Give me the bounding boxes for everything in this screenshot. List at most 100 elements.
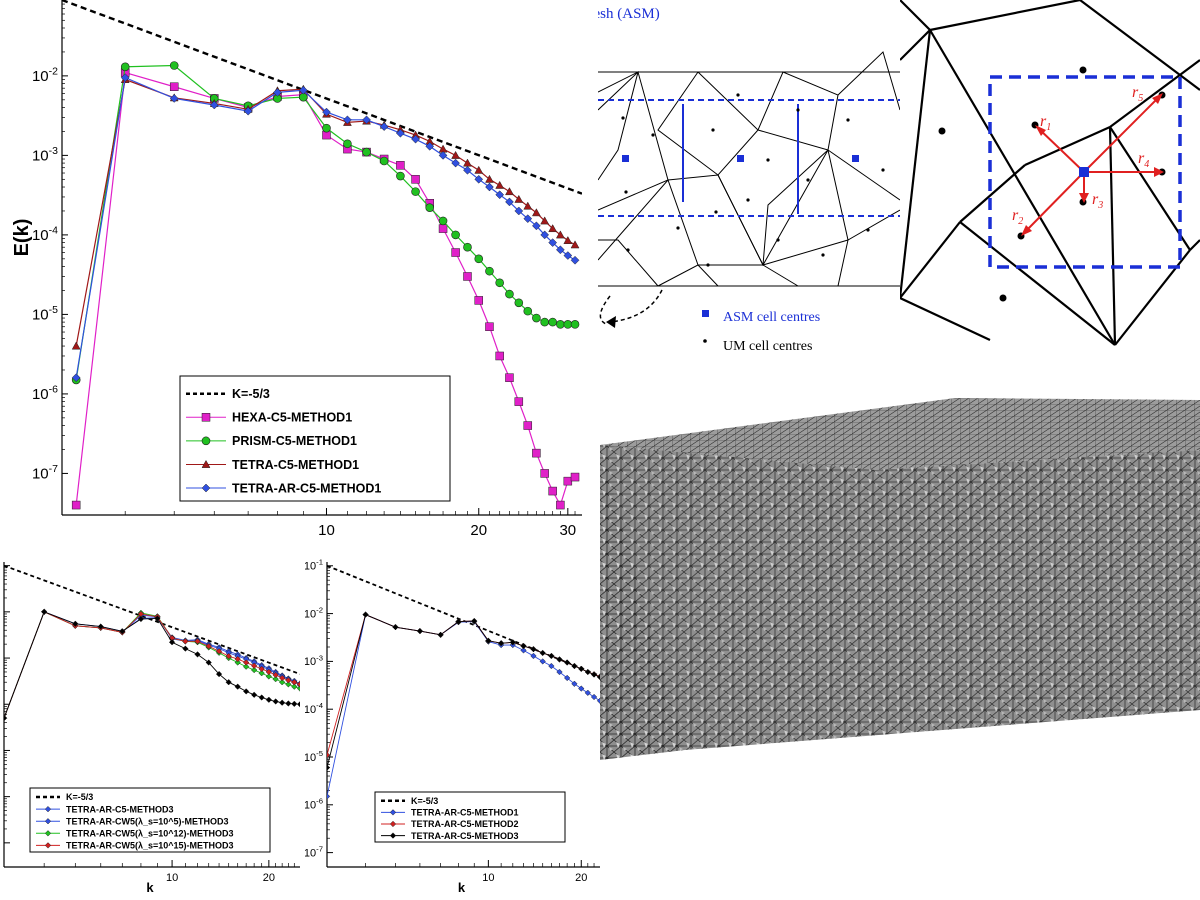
x-tick-label: 20: [470, 522, 487, 539]
series-4: [71, 73, 580, 383]
y-tick-base: 10: [305, 561, 316, 573]
legend-label: TETRA-AR-CW5(λ_s=10^5)-METHOD3: [66, 816, 229, 826]
data-point: [463, 272, 472, 281]
x-tick-label: 30: [559, 522, 576, 539]
data-point: [258, 694, 265, 701]
y-tick-base: 10: [305, 656, 316, 668]
data-point: [425, 203, 435, 212]
data-point: [531, 208, 541, 217]
data-point: [4, 715, 8, 722]
data-point: [463, 242, 472, 252]
mesh-front-face-main: [600, 445, 1200, 750]
data-point: [523, 421, 533, 430]
data-point: [563, 235, 573, 244]
data-point: [555, 230, 565, 239]
y-tick-base: 10: [32, 227, 49, 244]
data-point: [596, 697, 600, 704]
series-4: [4, 608, 300, 722]
legend-label: K=-5/3: [411, 796, 438, 806]
legend-marker: [201, 483, 211, 493]
asm-cell-outline: [598, 99, 900, 217]
data-point: [209, 100, 219, 110]
data-point: [291, 700, 298, 708]
data-point: [379, 156, 389, 166]
data-point: [530, 652, 537, 660]
series-3: [71, 74, 580, 350]
y-tick-base: 10: [32, 386, 49, 403]
series-line: [75, 76, 576, 378]
legend: K=-5/3 TETRA-AR-C5-METHOD3 TETRA-AR-CW5(λ_…: [29, 787, 271, 853]
data-point: [590, 671, 598, 678]
data-point: [194, 651, 201, 658]
data-point: [455, 618, 462, 625]
legend-label: TETRA-AR-C5-METHOD1: [411, 807, 519, 817]
data-point: [416, 627, 424, 635]
data-point: [168, 639, 176, 646]
legend-label: TETRA-AR-CW5(λ_s=10^15)-METHOD3: [66, 841, 234, 851]
data-point: [72, 620, 79, 628]
data-point: [234, 683, 241, 690]
data-point: [327, 751, 331, 759]
y-tick-label: 10-7: [32, 463, 58, 483]
data-point: [437, 631, 444, 638]
data-point: [243, 688, 250, 695]
y-tick-label: 10-5: [305, 749, 323, 764]
data-point: [548, 224, 558, 233]
data-point: [523, 214, 533, 224]
data-point: [327, 793, 331, 800]
data-point: [540, 317, 549, 327]
data-point: [322, 123, 331, 133]
legend-um-label: UM cell centres: [723, 339, 812, 354]
x-tick-label: 10: [166, 872, 178, 884]
legend-label: TETRA-AR-CW5(λ_s=10^12)-METHOD3: [66, 828, 234, 838]
y-tick-label: 10-2: [305, 605, 323, 620]
data-point: [570, 240, 580, 249]
legend-marker: [44, 805, 52, 813]
zoom-arrow-head: [606, 316, 616, 328]
data-point: [119, 628, 126, 635]
legend-marker: [389, 832, 397, 839]
y-tick-base: 10: [305, 704, 316, 716]
legend-label: K=-5/3: [66, 792, 93, 802]
data-point: [523, 306, 533, 316]
legend-marker: [44, 818, 52, 825]
y-tick-base: 10: [305, 800, 316, 812]
svg-text:r4: r4: [1138, 150, 1149, 170]
y-tick-label: 10-3: [305, 653, 323, 668]
legend-label: TETRA-AR-C5-METHOD3: [66, 804, 174, 814]
data-point: [523, 201, 533, 210]
data-point: [520, 647, 527, 654]
data-point: [474, 174, 484, 184]
data-point: [474, 165, 484, 174]
chart-bottom-left-panel: -7-6-5-4-3-2-11020kK=-5/3TETRA-AR-C5-MET…: [0, 542, 305, 900]
legend-label: TETRA-AR-C5-METHOD3: [411, 831, 519, 841]
data-point: [243, 663, 250, 670]
y-tick-exponent: -2: [316, 605, 323, 614]
data-point: [596, 673, 600, 681]
data-point: [97, 623, 104, 630]
data-point: [556, 320, 565, 329]
svg-text:r2: r2: [1012, 207, 1023, 227]
legend-marker: [44, 830, 52, 837]
data-point: [234, 655, 241, 663]
y-tick-label: 10-6: [32, 383, 58, 403]
data-point: [548, 652, 555, 660]
data-point: [438, 151, 448, 160]
y-tick-exponent: -2: [49, 65, 58, 77]
data-point: [485, 637, 492, 644]
legend-um-marker: [703, 339, 707, 343]
asm-cell-centres: [622, 155, 859, 162]
data-point: [265, 696, 273, 703]
data-point: [243, 106, 253, 116]
data-point: [258, 665, 265, 673]
data-point: [563, 476, 573, 486]
data-point: [120, 62, 130, 72]
series-2: [71, 61, 580, 385]
data-point: [285, 700, 292, 707]
data-point: [279, 674, 286, 682]
legend-box: [374, 791, 566, 843]
mesh-shading: [600, 445, 1200, 750]
data-point: [563, 659, 571, 666]
data-point: [532, 448, 541, 458]
legend-label: HEXA-C5-METHOD1: [232, 411, 352, 425]
